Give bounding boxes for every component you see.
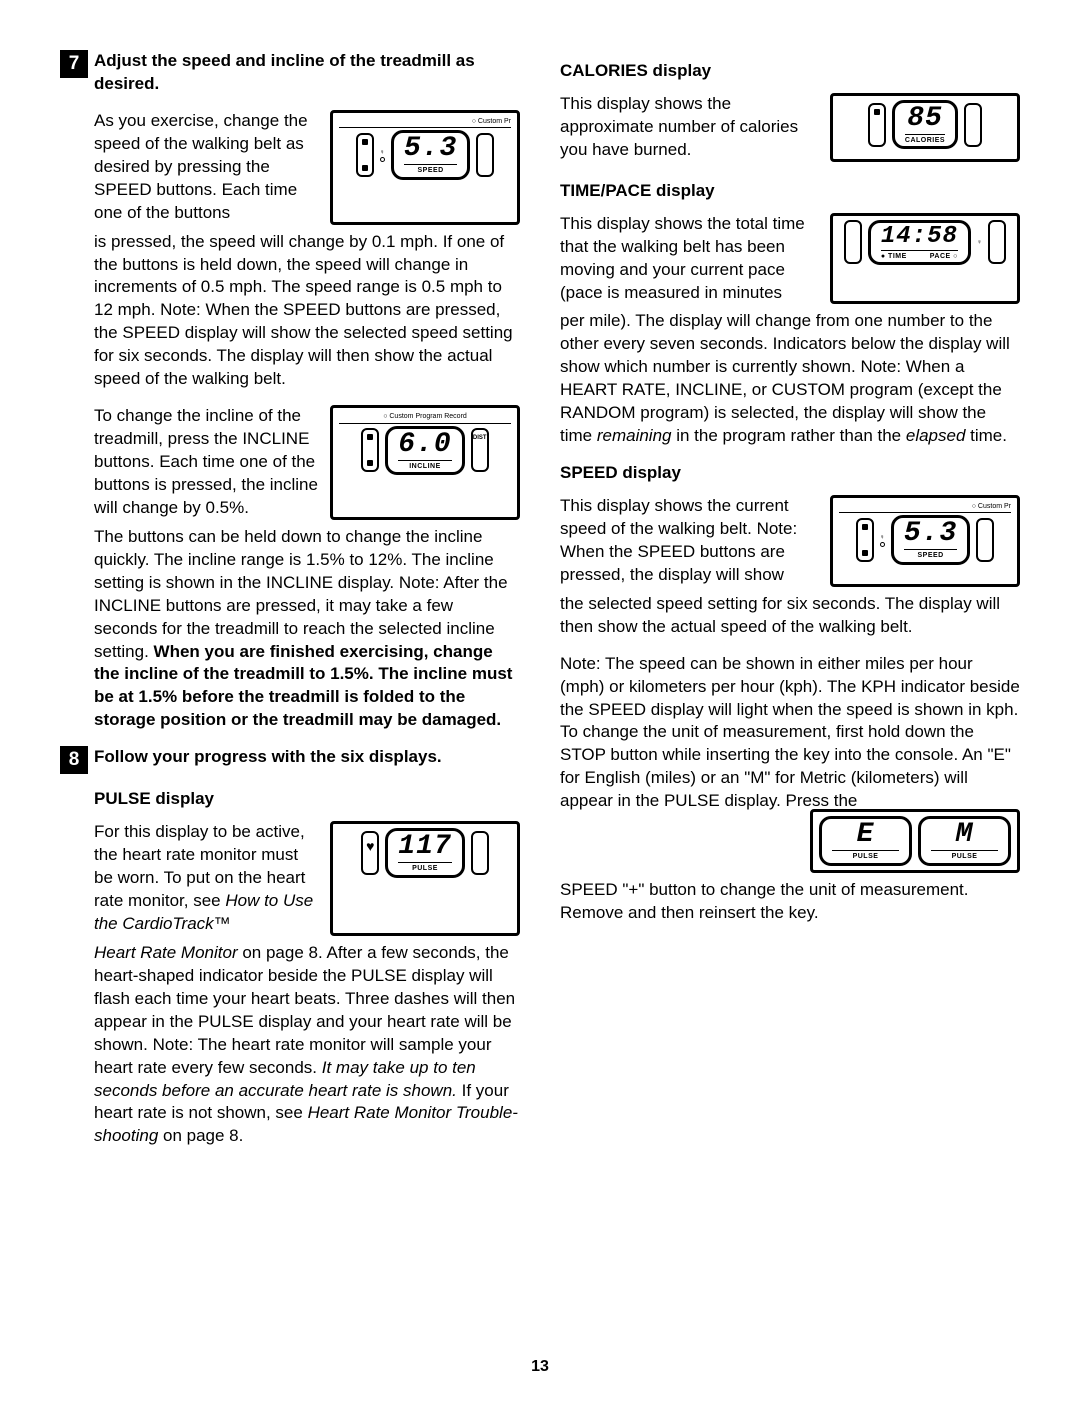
kph-indicator: ♀ xyxy=(380,148,385,157)
timepace-value: 14:58 xyxy=(881,225,958,249)
speed-label: SPEED xyxy=(404,164,457,175)
incline-value: 6.0 xyxy=(398,431,451,459)
right-column: CALORIES display This display shows the … xyxy=(560,50,1020,1162)
incline-display-figure: ○ Custom Program Record 6.0 INCLINE DIST xyxy=(330,405,520,520)
speed-row: This display shows the current speed of … xyxy=(560,495,1020,587)
calories-heading: CALORIES display xyxy=(560,60,1020,83)
speed-display-figure: ○ Custom Pr ♀ 5.3 SPEED xyxy=(330,110,520,225)
speed-value: 5.3 xyxy=(404,135,457,163)
m-label: PULSE xyxy=(931,850,998,861)
timepace-lcd: 14:58 ● TIME PACE ○ xyxy=(868,220,971,265)
pulse-lcd: 117 PULSE xyxy=(385,828,464,877)
timepace-row: This display shows the total time that t… xyxy=(560,213,1020,305)
speed-lcd: 5.3 SPEED xyxy=(391,130,470,179)
speed-top-label: ○ Custom Pr xyxy=(339,117,511,128)
lcd-side-left xyxy=(844,220,862,264)
lcd-side-left: ♥ xyxy=(361,831,379,875)
timepace-display-figure: 14:58 ● TIME PACE ○ ♀ xyxy=(830,213,1020,305)
incline-label: INCLINE xyxy=(398,460,451,471)
e-lcd: E PULSE xyxy=(819,816,912,865)
step7-p2-cont-a: The buttons can be held down to change t… xyxy=(94,527,508,661)
incline-top-label: ○ Custom Program Record xyxy=(339,412,511,423)
pulse-display-figure: ♥ 117 PULSE xyxy=(330,821,520,936)
calories-row: This display shows the approximate numbe… xyxy=(560,93,1020,162)
calories-value: 85 xyxy=(905,105,945,133)
step7-p2-cont: The buttons can be held down to change t… xyxy=(94,526,520,732)
pulse-label: PULSE xyxy=(398,862,451,873)
step-number-7: 7 xyxy=(60,50,88,78)
note-row: Note: The speed can be shown in either m… xyxy=(560,653,1020,814)
note-text-a: Note: The speed can be shown in either m… xyxy=(560,653,1020,814)
timepace-label: ● TIME PACE ○ xyxy=(881,250,958,261)
left-column: 7 Adjust the speed and incline of the tr… xyxy=(60,50,520,1162)
step7-p2-row: To change the incline of the treadmill, … xyxy=(94,405,520,520)
lcd-side-right xyxy=(976,518,994,562)
speed2-top-label: ○ Custom Pr xyxy=(839,502,1011,513)
e-label: PULSE xyxy=(832,850,899,861)
pulse-cont: Heart Rate Monitor on page 8. After a fe… xyxy=(94,942,520,1148)
page-number: 13 xyxy=(0,1356,1080,1378)
timepace-heading: TIME/PACE display xyxy=(560,180,1020,203)
timepace-intro: This display shows the total time that t… xyxy=(560,213,818,305)
step7-p2-intro: To change the incline of the treadmill, … xyxy=(94,405,318,520)
calories-lcd: 85 CALORIES xyxy=(892,100,958,149)
step-number-8: 8 xyxy=(60,746,88,774)
speed2-display-figure: ○ Custom Pr ♀ 5.3 SPEED xyxy=(830,495,1020,587)
m-lcd: M PULSE xyxy=(918,816,1011,865)
lcd-side-left xyxy=(868,103,886,147)
step-7-title: Adjust the speed and incline of the trea… xyxy=(94,50,520,96)
speed-cont: the selected speed setting for six secon… xyxy=(560,593,1020,639)
speed-heading: SPEED display xyxy=(560,462,1020,485)
speed2-label: SPEED xyxy=(904,549,957,560)
m-value: M xyxy=(931,821,998,849)
em-row: E PULSE M PULSE xyxy=(560,809,1020,872)
speed-intro: This display shows the current speed of … xyxy=(560,495,818,587)
pulse-intro: For this display to be active, the heart… xyxy=(94,821,318,936)
step7-p2-cont-bold: When you are finished exercising, change… xyxy=(94,642,512,730)
calories-display-figure: 85 CALORIES xyxy=(830,93,1020,162)
step-8-header: 8 Follow your progress with the six disp… xyxy=(60,746,520,774)
step7-p1-row: As you exercise, change the speed of the… xyxy=(94,110,520,225)
timepace-cont: per mile). The display will change from … xyxy=(560,310,1020,448)
lcd-side-right xyxy=(476,133,494,177)
step-7-header: 7 Adjust the speed and incline of the tr… xyxy=(60,50,520,96)
calories-text: This display shows the approximate numbe… xyxy=(560,93,818,162)
em-display-figure: E PULSE M PULSE xyxy=(810,809,1020,872)
pulse-row: For this display to be active, the heart… xyxy=(94,821,520,936)
e-value: E xyxy=(832,821,899,849)
step-8-title: Follow your progress with the six displa… xyxy=(94,746,520,769)
step7-p1-cont: is pressed, the speed will change by 0.1… xyxy=(94,231,520,392)
incline-lcd: 6.0 INCLINE xyxy=(385,426,464,475)
calories-label: CALORIES xyxy=(905,134,945,145)
lcd-side-left xyxy=(856,518,874,562)
lcd-side-left xyxy=(361,428,379,472)
speed2-lcd: 5.3 SPEED xyxy=(891,515,970,564)
pulse-heading: PULSE display xyxy=(94,788,520,811)
lcd-side-right: DIST xyxy=(471,428,489,472)
lcd-side-right xyxy=(988,220,1006,264)
lcd-side-right xyxy=(964,103,982,147)
pulse-value: 117 xyxy=(398,833,451,861)
lcd-side-left xyxy=(356,133,374,177)
lcd-side-right xyxy=(471,831,489,875)
heart-icon: ♥ xyxy=(366,837,374,856)
step7-p1-intro: As you exercise, change the speed of the… xyxy=(94,110,318,225)
note-text-b: SPEED "+" button to change the unit of m… xyxy=(560,879,1020,925)
speed2-value: 5.3 xyxy=(904,520,957,548)
